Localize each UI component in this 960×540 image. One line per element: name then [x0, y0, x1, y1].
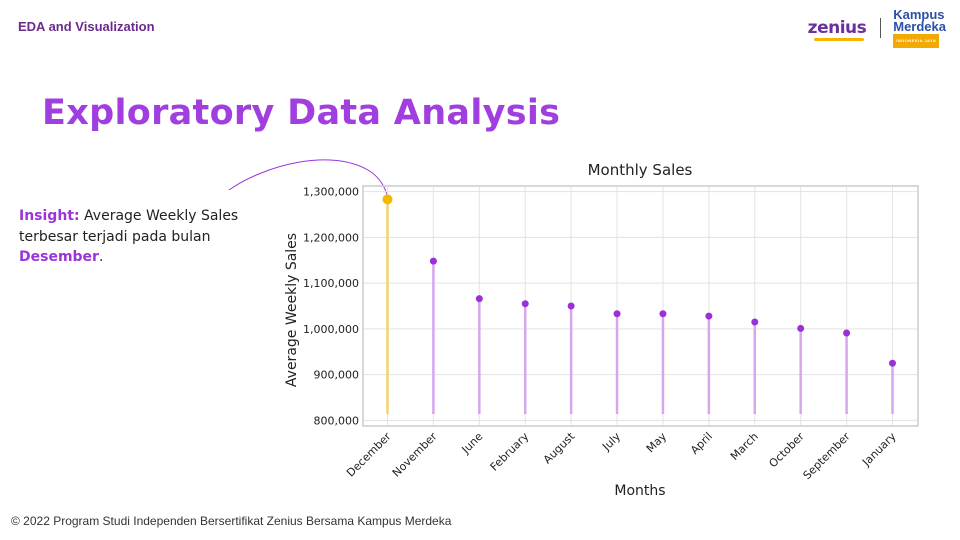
- insight-body: Average Weekly Sales terbesar terjadi pa…: [19, 208, 239, 245]
- y-tick-label: 1,100,000: [303, 277, 359, 290]
- zenius-logo-text: zenius: [807, 18, 867, 38]
- insight-label: Insight:: [19, 208, 80, 224]
- kampus-merdeka-logo-line1: Kampus: [893, 6, 945, 22]
- section-label: EDA and Visualization: [18, 19, 155, 34]
- x-tick-label: July: [599, 430, 623, 454]
- lollipop-point: [475, 295, 483, 303]
- x-tick-label: December: [344, 430, 394, 480]
- y-tick-label: 800,000: [314, 414, 360, 427]
- kampus-merdeka-logo-tagline: INDONESIA JAYA: [893, 33, 940, 48]
- y-tick-label: 1,200,000: [303, 231, 359, 244]
- x-tick-label: January: [859, 430, 899, 470]
- insight-highlight: Desember: [19, 249, 99, 265]
- partner-logos: zenius Kampus Merdeka INDONESIA JAYA: [807, 8, 946, 48]
- lollipop-point: [613, 310, 621, 318]
- chart-title: Monthly Sales: [588, 161, 693, 179]
- grid-layer: [364, 187, 917, 425]
- kampus-merdeka-logo: Kampus Merdeka INDONESIA JAYA: [893, 6, 946, 48]
- lollipop-marks: [382, 194, 896, 414]
- y-tick-labels: 800,000 900,000 1,000,000 1,100,000 1,200,00…: [303, 186, 359, 428]
- y-tick-label: 900,000: [314, 369, 360, 382]
- y-axis-label: Average Weekly Sales: [284, 233, 300, 387]
- lollipop-point: [567, 302, 575, 310]
- x-tick-label: February: [488, 430, 532, 474]
- footer-copyright: © 2022 Program Studi Independen Berserti…: [11, 514, 452, 528]
- insight-connector-arrow: [228, 159, 389, 199]
- lollipop-point: [429, 257, 437, 265]
- x-tick-label: March: [728, 430, 761, 463]
- x-tick-label: November: [390, 430, 440, 480]
- lollipop-point: [843, 329, 851, 337]
- insight-end: .: [98, 249, 104, 265]
- x-tick-label: June: [459, 430, 486, 457]
- zenius-logo-swoosh: [813, 38, 865, 41]
- lollipop-point: [705, 312, 713, 320]
- x-tick-label: May: [644, 430, 670, 456]
- x-axis-label: Months: [614, 483, 665, 499]
- lollipop-point: [889, 359, 896, 367]
- lollipop-point: [659, 310, 667, 318]
- logo-divider: [880, 18, 882, 38]
- lollipop-point: [382, 194, 393, 205]
- y-tick-label: 1,300,000: [303, 186, 359, 199]
- x-tick-label: April: [688, 430, 715, 457]
- lollipop-point: [521, 300, 529, 308]
- kampus-merdeka-logo-line2: Merdeka: [893, 18, 946, 34]
- x-tick-label: August: [541, 429, 578, 466]
- lollipop-point: [797, 324, 805, 332]
- y-tick-label: 1,000,000: [303, 323, 359, 336]
- page-title: Exploratory Data Analysis: [42, 93, 561, 133]
- lollipop-point: [751, 318, 759, 326]
- x-tick-label: October: [766, 430, 807, 471]
- x-tick-label: September: [801, 430, 854, 483]
- zenius-logo: zenius: [807, 18, 867, 41]
- plot-frame: [362, 185, 919, 427]
- insight-text: Insight: Average Weekly Sales terbesar t…: [19, 206, 244, 268]
